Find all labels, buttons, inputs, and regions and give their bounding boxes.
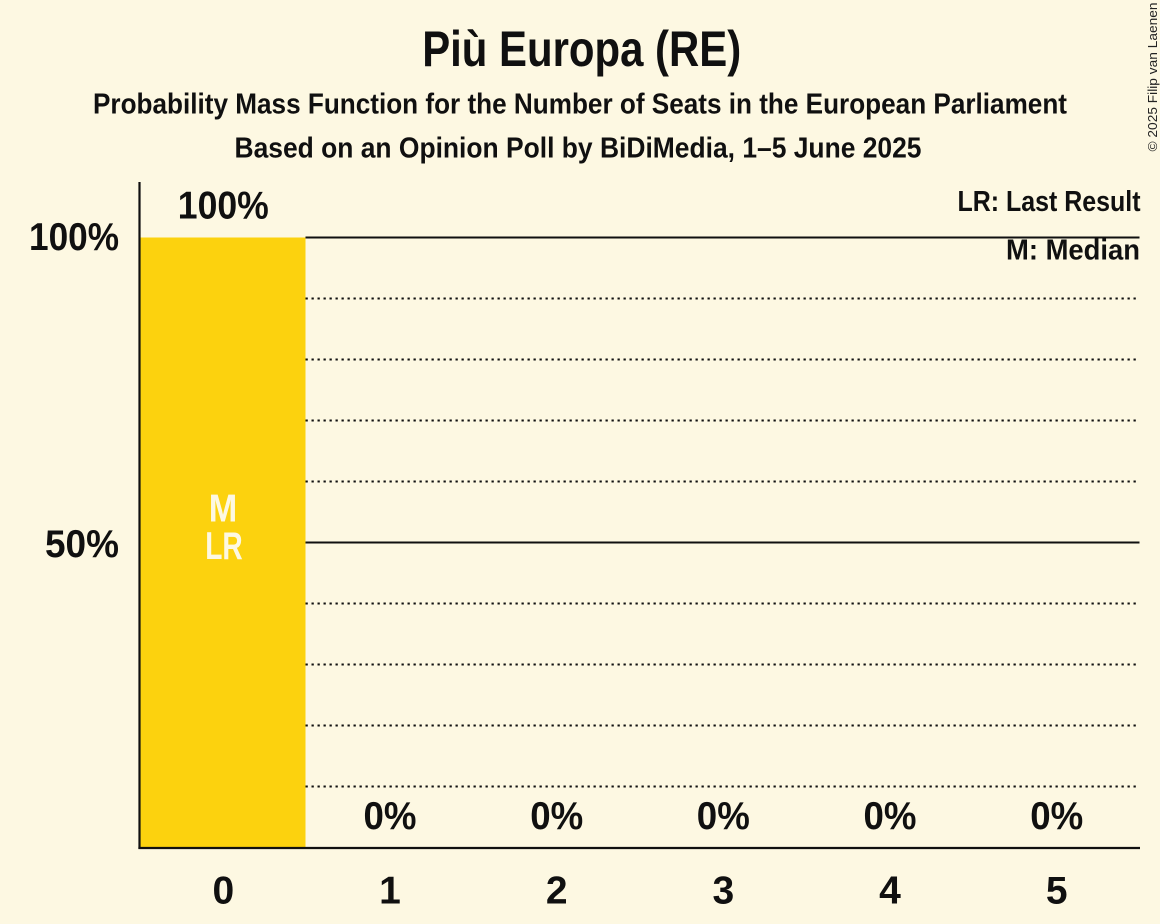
svg-text:4: 4 bbox=[879, 870, 901, 913]
svg-text:0%: 0% bbox=[697, 795, 750, 838]
svg-text:LR: Last Result: LR: Last Result bbox=[958, 186, 1141, 218]
svg-text:0%: 0% bbox=[864, 795, 917, 838]
svg-text:LR: LR bbox=[205, 525, 243, 568]
svg-text:M: Median: M: Median bbox=[1006, 235, 1140, 267]
svg-text:3: 3 bbox=[712, 870, 734, 913]
svg-text:100%: 100% bbox=[29, 216, 119, 259]
svg-text:Probability Mass Function for: Probability Mass Function for the Number… bbox=[93, 88, 1067, 120]
svg-text:0%: 0% bbox=[364, 795, 417, 838]
svg-text:100%: 100% bbox=[178, 185, 269, 228]
svg-text:2: 2 bbox=[546, 870, 568, 913]
svg-text:0%: 0% bbox=[1030, 795, 1083, 838]
svg-text:Based on an Opinion Poll by Bi: Based on an Opinion Poll by BiDiMedia, 1… bbox=[235, 133, 922, 165]
svg-text:0: 0 bbox=[212, 870, 234, 913]
svg-text:M: M bbox=[209, 487, 238, 530]
svg-text:1: 1 bbox=[379, 870, 401, 913]
svg-text:0%: 0% bbox=[530, 795, 583, 838]
svg-text:Più Europa (RE): Più Europa (RE) bbox=[422, 21, 741, 77]
svg-text:© 2025 Filip van Laenen: © 2025 Filip van Laenen bbox=[1145, 3, 1160, 152]
svg-text:5: 5 bbox=[1046, 870, 1068, 913]
svg-text:50%: 50% bbox=[45, 523, 119, 566]
